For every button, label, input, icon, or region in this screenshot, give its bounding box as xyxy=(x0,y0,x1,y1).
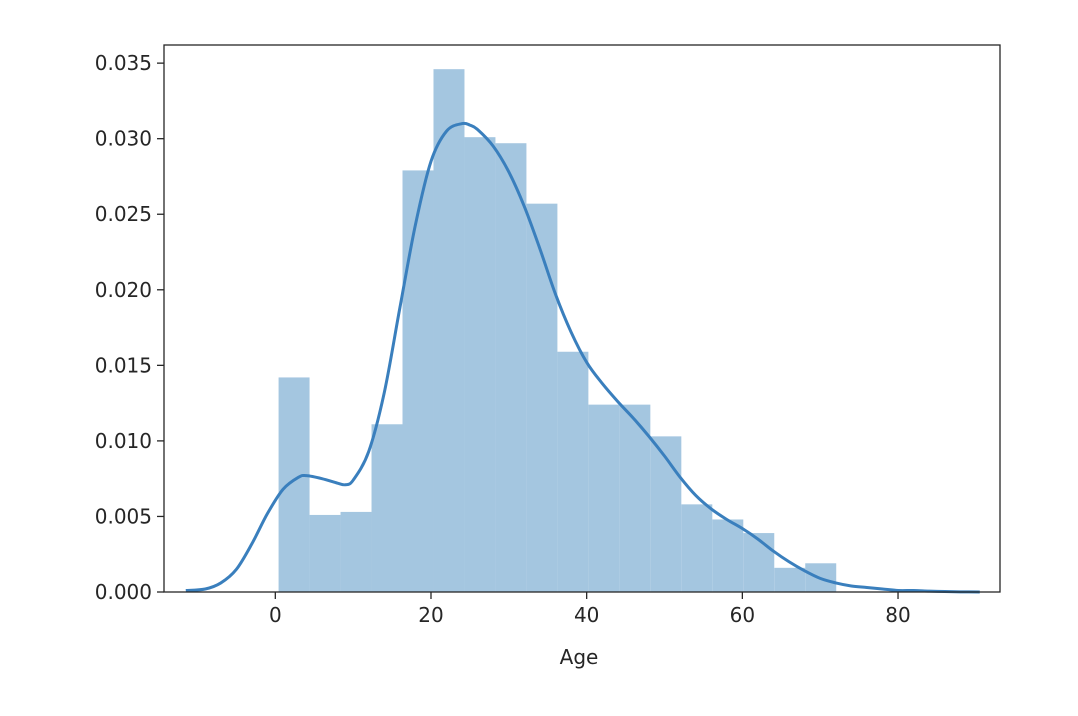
plot-frame xyxy=(163,44,1001,593)
histogram-bar xyxy=(526,203,558,592)
x-tick-label: 80 xyxy=(885,603,910,627)
y-tick-label: 0.015 xyxy=(95,353,152,377)
y-axis-ticks: 0.000 0.005 0.010 0.015 0.020 0.025 0.030 0.035 xyxy=(95,51,164,604)
x-axis-label: Age xyxy=(560,645,599,669)
histogram-bar xyxy=(650,436,682,592)
histogram-bar xyxy=(774,567,806,592)
histogram-bar xyxy=(309,514,341,592)
histogram-bar xyxy=(712,519,744,592)
histogram-bar xyxy=(743,533,775,592)
y-tick-label: 0.030 xyxy=(95,127,152,151)
histogram-bar xyxy=(619,404,651,592)
histogram-bar xyxy=(402,170,434,593)
histogram-bar xyxy=(278,377,310,592)
x-tick-label: 40 xyxy=(574,603,599,627)
histogram-bar xyxy=(340,511,372,592)
histogram-bar xyxy=(588,404,620,592)
x-tick-label: 20 xyxy=(418,603,443,627)
x-axis-ticks: 0 20 40 60 80 xyxy=(269,592,911,627)
histogram-bar xyxy=(495,143,527,592)
histogram-bar xyxy=(557,351,589,592)
y-tick-label: 0.035 xyxy=(95,51,152,75)
kde-curve-line xyxy=(185,121,980,594)
y-tick-label: 0.020 xyxy=(95,278,152,302)
x-tick-label: 0 xyxy=(269,603,282,627)
y-tick-label: 0.025 xyxy=(95,202,152,226)
histogram-bar xyxy=(464,137,496,593)
y-tick-label: 0.010 xyxy=(95,429,152,453)
y-tick-label: 0.000 xyxy=(95,580,152,604)
histogram-bars xyxy=(278,69,837,593)
histogram-bar xyxy=(371,424,403,592)
y-tick-label: 0.005 xyxy=(95,504,152,528)
x-tick-label: 60 xyxy=(730,603,755,627)
histogram-bar xyxy=(433,69,465,592)
histogram-bar xyxy=(681,504,713,592)
